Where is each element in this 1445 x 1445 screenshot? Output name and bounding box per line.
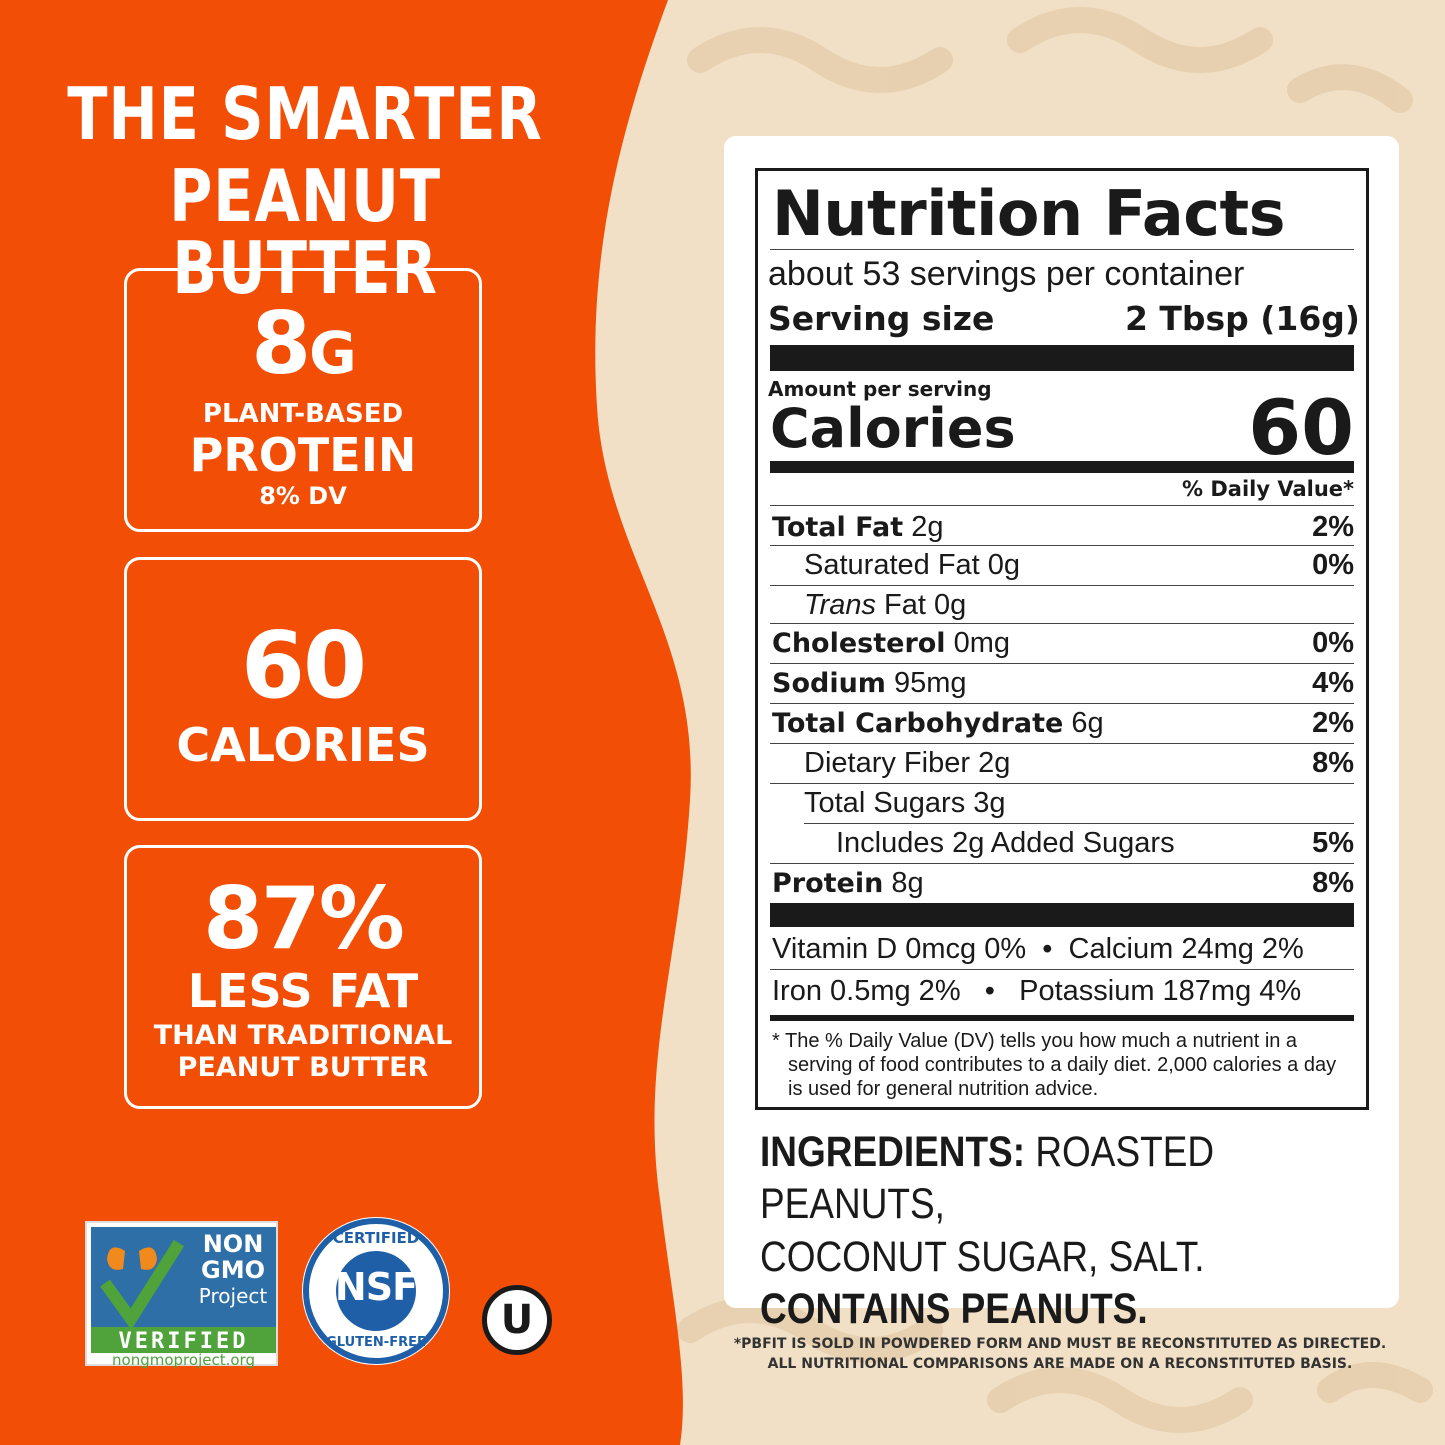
nsf-seal-icon [302,1217,450,1365]
protein-label: PROTEIN [189,428,417,483]
row-total-carbohydrate: Total Carbohydrate 6g [772,707,1104,739]
dv-total-carbohydrate: 2% [1312,707,1354,739]
calories-label: Calories [770,397,1016,460]
orange-panel [0,0,691,1445]
ingredients-line-2: COCONUT SUGAR, SALT. [760,1232,1205,1281]
row-sodium: Sodium 95mg [772,667,967,699]
disclaimer-line-2: ALL NUTRITIONAL COMPARISONS ARE MADE ON … [767,1356,1353,1372]
stat-box-protein: 8G PLANT-BASED PROTEIN 8% DV [124,268,482,532]
dv-dietary-fiber: 8% [1312,747,1354,779]
butterfly-checkmark-icon [91,1227,276,1353]
protein-amount: 8G [251,294,356,394]
divider [770,623,1354,624]
nsf-top-text: CERTIFIED [332,1229,420,1247]
stat-box-calories: 60 CALORIES [124,557,482,821]
divider [770,663,1354,664]
medium-divider [770,1015,1354,1021]
divider [770,249,1354,250]
vitamin-row-2: Iron 0.5mg 2% • Potassium 187mg 4% [772,975,1302,1007]
stat-box-less-fat: 87% LESS FAT THAN TRADITIONAL PEANUT BUT… [124,845,482,1109]
daily-value-footnote: * The % Daily Value (DV) tells you how m… [772,1030,1337,1100]
row-cholesterol: Cholesterol 0mg [772,627,1011,659]
divider [770,743,1354,744]
divider [770,585,1354,586]
row-dietary-fiber: Dietary Fiber 2g [804,747,1011,779]
vitamin-row-1: Vitamin D 0mcg 0% • Calcium 24mg 2% [772,933,1304,965]
kosher-u-icon: U [500,1297,534,1343]
less-fat-label: LESS FAT [187,964,419,1018]
calories-amount: 60 [240,612,367,719]
nutrition-facts-title: Nutrition Facts [772,177,1286,250]
row-added-sugars: Includes 2g Added Sugars [836,827,1175,859]
headline-line-1: THE SMARTER [67,72,543,156]
calories-label: CALORIES [176,718,430,772]
divider [770,505,1354,506]
disclaimer-line-1: *PBFIT IS SOLD IN POWDERED FORM AND MUST… [733,1336,1387,1352]
ingredients-label: INGREDIENTS: [760,1128,1026,1176]
row-trans-fat: Trans Fat 0g [804,589,967,621]
ingredients-line-1: INGREDIENTS: ROASTED PEANUTS, [760,1128,1215,1229]
non-gmo-text: NON GMO Project [198,1230,268,1308]
protein-dv: 8% DV [259,482,347,511]
divider [770,783,1354,784]
divider [770,545,1354,546]
dv-sodium: 4% [1312,667,1354,699]
nutrition-facts-label: Nutrition Facts about 53 servings per co… [755,168,1369,1110]
row-total-fat: Total Fat 2g [772,511,944,543]
row-total-sugars: Total Sugars 3g [804,787,1006,819]
non-gmo-badge: NON GMO Project VERIFIED nongmoproject.o… [85,1221,278,1369]
nsf-bottom-text: GLUTEN-FREE [326,1335,426,1350]
thick-divider [770,903,1354,927]
nsf-center-text: NSF [334,1265,418,1309]
peanut-pattern [677,7,1433,1433]
less-fat-comparison-line-1: THAN TRADITIONAL [153,1020,453,1051]
divider [770,969,1354,970]
daily-value-header: % Daily Value* [1182,477,1354,501]
non-gmo-verified: VERIFIED [118,1329,249,1354]
ingredients-block: INGREDIENTS: ROASTED PEANUTS, COCONUT SU… [760,1126,1293,1336]
medium-divider [770,461,1354,473]
protein-descriptor: PLANT-BASED [202,399,404,429]
calories-value: 60 [1248,383,1354,472]
nsf-gluten-free-badge: NSF CERTIFIED GLUTEN-FREE [300,1215,452,1367]
row-saturated-fat: Saturated Fat 0g [804,549,1021,581]
dv-protein: 8% [1312,867,1354,899]
dv-added-sugars: 5% [1312,827,1354,859]
serving-size-label: Serving size [768,299,995,338]
row-protein: Protein 8g [772,867,924,899]
amount-per-serving: Amount per serving [768,377,992,401]
divider [804,823,1354,824]
dv-saturated-fat: 0% [1312,549,1354,581]
nutrition-card [724,136,1399,1308]
kosher-badge: U [482,1285,552,1355]
serving-size-value: 2 Tbsp (16g) [1124,299,1360,338]
less-fat-comparison-line-2: PEANUT BUTTER [177,1052,429,1084]
divider [770,703,1354,704]
dv-total-fat: 2% [1312,511,1354,543]
allergen-statement: CONTAINS PEANUTS. [760,1285,1148,1334]
dv-cholesterol: 0% [1312,627,1354,659]
servings-per-container: about 53 servings per container [768,255,1245,293]
less-fat-percent: 87% [203,869,405,969]
thick-divider [770,345,1354,371]
divider [770,863,1354,864]
non-gmo-url: nongmoproject.org [112,1351,255,1369]
